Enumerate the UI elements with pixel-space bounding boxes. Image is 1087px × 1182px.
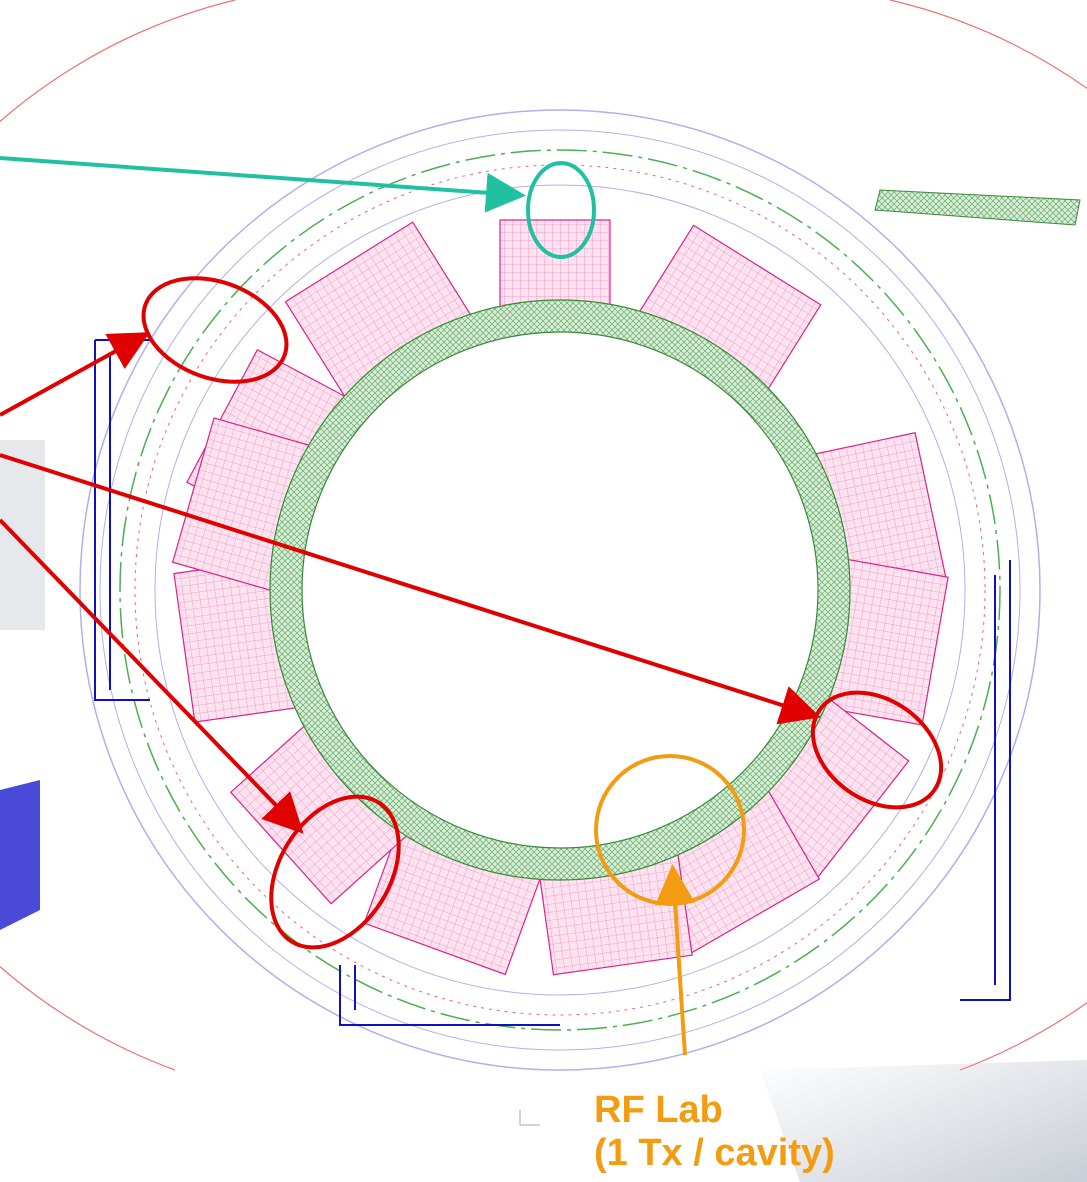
- callout-line: RF Lab: [594, 1089, 723, 1131]
- page: RF Lab (1 Tx / cavity): [0, 0, 1087, 1182]
- floor-plan: [0, 0, 1087, 1070]
- callout-line: (1 Tx / cavity): [594, 1132, 835, 1174]
